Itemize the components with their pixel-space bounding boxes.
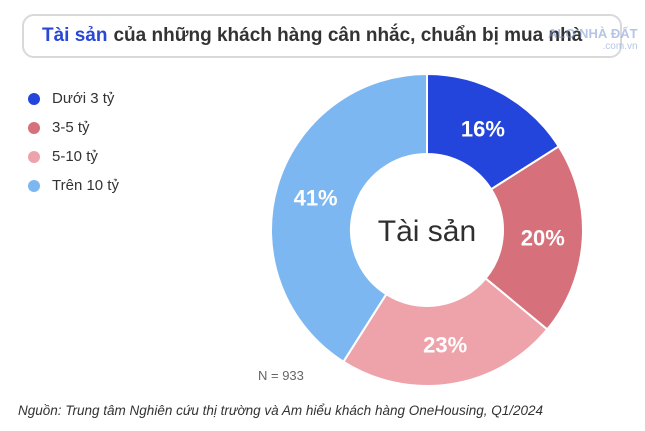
legend-item: Trên 10 tỷ — [28, 171, 119, 200]
donut-slice — [342, 277, 549, 387]
slice-value-label: 16% — [461, 116, 505, 141]
sample-size-note: N = 933 — [258, 368, 304, 383]
donut-center-label: Tài sản — [378, 215, 476, 248]
donut-slice — [426, 72, 561, 191]
watermark-sub: .com.vn — [602, 41, 638, 52]
watermark-logo: ALO NHÀ ĐẤT .com.vn — [548, 27, 638, 53]
legend-item: 3-5 tỷ — [28, 113, 119, 142]
source-note: Nguồn: Trung tâm Nghiên cứu thị trường v… — [18, 403, 544, 418]
watermark-main: ALO NHÀ ĐẤT — [548, 26, 638, 41]
legend-item: 5-10 tỷ — [28, 142, 119, 171]
legend-swatch — [28, 92, 40, 105]
legend-swatch — [28, 179, 40, 192]
chart-title-rest: của những khách hàng cân nhắc, chuẩn bị … — [113, 25, 583, 46]
legend-label: 5-10 tỷ — [52, 148, 98, 165]
chart-title-highlight: Tài sản — [42, 25, 108, 46]
legend-swatch — [28, 150, 40, 163]
slice-value-label: 20% — [521, 225, 565, 250]
legend-swatch — [28, 121, 40, 134]
slice-value-label: 41% — [294, 186, 338, 211]
donut-slice — [270, 72, 428, 364]
donut-slice — [484, 145, 584, 331]
legend-label: Dưới 3 tỷ — [52, 90, 115, 107]
chart-title-box: Tài sản của những khách hàng cân nhắc, c… — [22, 14, 622, 58]
legend-item: Dưới 3 tỷ — [28, 84, 119, 113]
legend-label: Trên 10 tỷ — [52, 177, 119, 194]
legend-label: 3-5 tỷ — [52, 119, 90, 136]
slice-value-label: 23% — [423, 333, 467, 358]
chart-legend: Dưới 3 tỷ 3-5 tỷ 5-10 tỷ Trên 10 tỷ — [28, 84, 119, 200]
